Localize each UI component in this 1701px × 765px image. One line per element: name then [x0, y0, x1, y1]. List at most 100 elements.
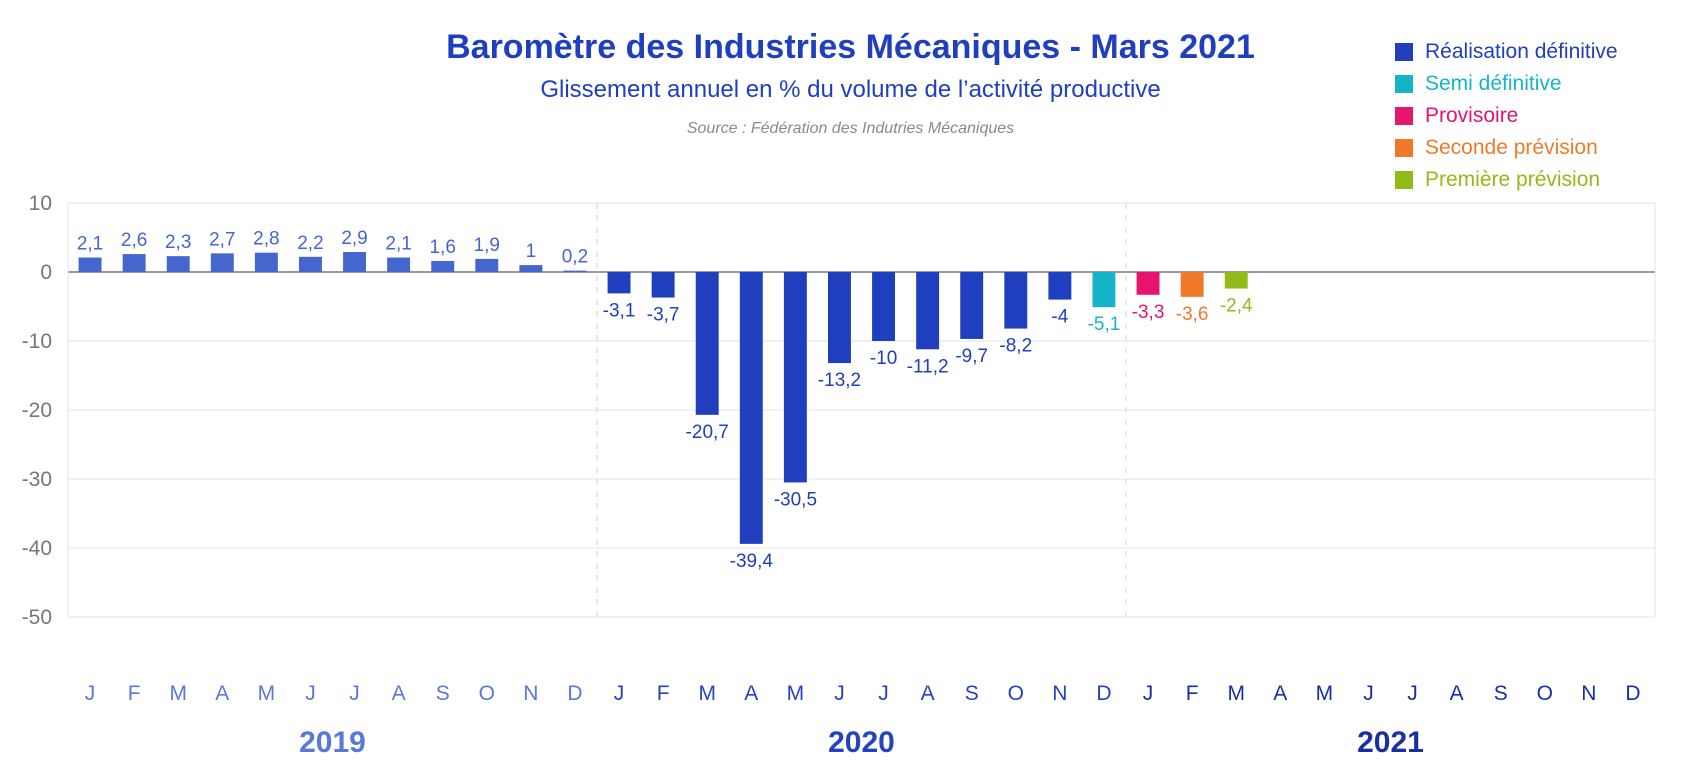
data-label: 2,7 [209, 229, 235, 250]
month-label: A [744, 682, 758, 705]
month-label: M [698, 682, 716, 705]
bar [960, 272, 984, 339]
month-label: A [392, 682, 406, 705]
data-label: -9,7 [955, 346, 988, 367]
y-tick-label: -10 [22, 330, 52, 353]
data-label: -5,1 [1088, 314, 1121, 335]
bar [1004, 272, 1028, 329]
legend-item: Seconde prévision [1395, 132, 1618, 164]
month-label: F [128, 682, 141, 705]
bar [475, 258, 499, 272]
year-label: 2019 [299, 726, 366, 759]
bar [739, 272, 763, 544]
month-label: D [1625, 682, 1640, 705]
month-label: S [965, 682, 979, 705]
bar [431, 260, 455, 272]
bar [783, 272, 807, 483]
legend-item: Réalisation définitive [1395, 36, 1618, 68]
bar [387, 257, 411, 272]
legend-swatch [1395, 43, 1413, 61]
month-label: N [1052, 682, 1067, 705]
month-label: O [479, 682, 495, 705]
data-label: 1,9 [474, 235, 500, 256]
data-label: 2,8 [253, 229, 279, 250]
bar [1048, 272, 1072, 300]
month-label: O [1537, 682, 1553, 705]
data-label: -10 [870, 348, 897, 369]
month-label: J [1363, 682, 1374, 705]
month-label: J [85, 682, 96, 705]
data-label: -20,7 [686, 422, 729, 443]
bar [695, 272, 719, 415]
month-label: J [1407, 682, 1418, 705]
y-tick-label: 10 [29, 192, 52, 215]
data-label: -2,4 [1220, 296, 1253, 317]
data-label: 2,9 [341, 228, 367, 249]
chart-title: Baromètre des Industries Mécaniques - Ma… [446, 28, 1255, 66]
month-label: O [1008, 682, 1024, 705]
year-label: 2021 [1357, 726, 1424, 759]
bar [298, 256, 322, 272]
bar [78, 257, 102, 272]
data-label: -3,6 [1176, 304, 1209, 325]
month-label: M [787, 682, 805, 705]
data-label: -39,4 [730, 551, 774, 572]
legend-label: Seconde prévision [1425, 136, 1598, 159]
data-label: 2,6 [121, 230, 147, 251]
bar [210, 253, 234, 272]
bar [1136, 272, 1160, 295]
legend-label: Semi définitive [1425, 72, 1562, 95]
data-label: 2,1 [77, 234, 103, 255]
data-label: 2,3 [165, 232, 191, 253]
bar [166, 256, 190, 272]
month-label: A [215, 682, 229, 705]
chart-subtitle: Glissement annuel en % du volume de l’ac… [540, 76, 1161, 103]
data-label: -11,2 [907, 356, 949, 377]
bar [254, 252, 278, 272]
bar [343, 251, 367, 272]
month-label: M [258, 682, 276, 705]
month-label: J [305, 682, 316, 705]
data-label: 2,2 [297, 233, 323, 254]
bar [872, 272, 896, 341]
bar [916, 272, 940, 350]
month-label: N [1581, 682, 1596, 705]
month-label: A [921, 682, 935, 705]
legend-label: Provisoire [1425, 104, 1519, 127]
month-label: N [523, 682, 538, 705]
bar [1224, 272, 1248, 289]
legend-swatch [1395, 171, 1413, 189]
chart-source: Source : Fédération des Indutries Mécani… [686, 120, 1015, 137]
data-label: -30,5 [774, 489, 817, 510]
month-label: F [657, 682, 670, 705]
bar [827, 272, 851, 364]
chart-legend: Réalisation définitive Semi définitive Pro… [1395, 36, 1618, 196]
y-tick-label: -30 [22, 468, 52, 491]
month-label: D [1096, 682, 1111, 705]
bar [519, 265, 543, 272]
legend-swatch [1395, 107, 1413, 125]
bar [1180, 272, 1204, 297]
bar [651, 272, 675, 298]
month-label: M [1227, 682, 1245, 705]
month-label: D [567, 682, 582, 705]
data-label: 0,2 [562, 247, 588, 268]
bar [607, 272, 631, 294]
y-tick-label: 0 [40, 261, 52, 284]
data-label: -3,1 [603, 300, 636, 321]
legend-label: Première prévision [1425, 168, 1601, 191]
data-label: -13,2 [818, 370, 861, 391]
month-label: A [1273, 682, 1287, 705]
month-label: J [878, 682, 889, 705]
month-label: J [834, 682, 845, 705]
legend-swatch [1395, 75, 1413, 93]
data-label: -4 [1051, 307, 1068, 328]
data-label: 1,6 [429, 237, 455, 258]
data-label: -3,3 [1132, 302, 1165, 323]
month-label: M [1316, 682, 1334, 705]
month-label: J [1143, 682, 1154, 705]
data-label: -8,2 [999, 336, 1032, 357]
month-label: S [1494, 682, 1508, 705]
data-label: 2,1 [385, 234, 411, 255]
